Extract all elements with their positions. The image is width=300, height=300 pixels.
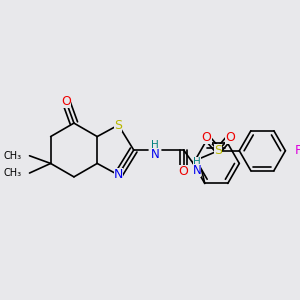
Text: CH₃: CH₃ <box>4 168 22 178</box>
Text: CH₃: CH₃ <box>4 151 22 161</box>
Text: O: O <box>179 165 189 178</box>
Text: O: O <box>225 131 235 144</box>
Text: F: F <box>295 144 300 157</box>
Text: N: N <box>150 148 159 161</box>
Text: O: O <box>61 95 71 109</box>
Text: N: N <box>193 164 201 177</box>
Text: S: S <box>114 118 122 131</box>
Text: S: S <box>214 144 222 157</box>
Text: H: H <box>193 157 201 167</box>
Text: N: N <box>114 169 123 182</box>
Text: O: O <box>202 131 212 144</box>
Text: H: H <box>151 140 159 150</box>
